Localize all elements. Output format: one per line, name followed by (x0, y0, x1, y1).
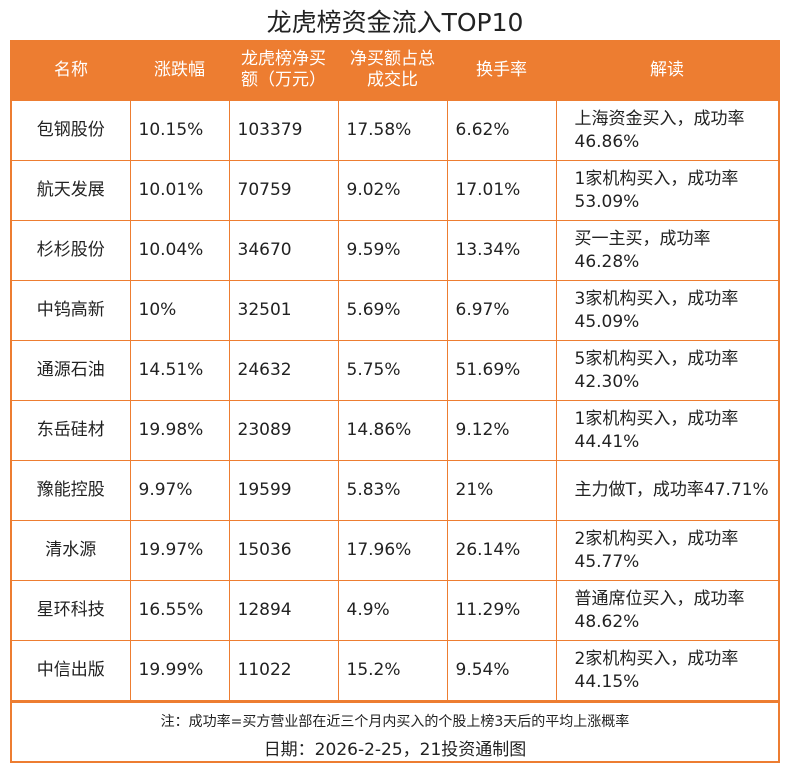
table-row: 豫能控股 9.97% 19599 5.83% 21% 主力做T，成功率47.71% (12, 460, 778, 521)
change-pct: 10.04% (129, 220, 230, 281)
turnover-rate: 11.29% (446, 580, 557, 641)
table-header: 名称 涨跌幅 龙虎榜净买额（万元） 净买额占总成交比 换手率 解读 (12, 40, 778, 101)
interpretation: 1家机构买入，成功率44.41% (555, 400, 778, 461)
change-pct: 10% (129, 280, 230, 341)
stock-name: 包钢股份 (12, 100, 131, 161)
net-buy-amount: 12894 (228, 580, 339, 641)
stock-name: 星环科技 (12, 580, 131, 641)
turnover-rate: 51.69% (446, 340, 557, 401)
data-table-container: 名称 涨跌幅 龙虎榜净买额（万元） 净买额占总成交比 换手率 解读 包钢股份 10… (10, 40, 780, 763)
turnover-rate: 6.97% (446, 280, 557, 341)
stock-name: 通源石油 (12, 340, 131, 401)
stock-name: 中钨高新 (12, 280, 131, 341)
turnover-rate: 6.62% (446, 100, 557, 161)
table-row: 包钢股份 10.15% 103379 17.58% 6.62% 上海资金买入，成功率46.… (12, 100, 778, 161)
stock-name: 豫能控股 (12, 460, 131, 521)
header-net-buy-ratio: 净买额占总成交比 (338, 40, 447, 101)
header-net-buy: 龙虎榜净买额（万元） (229, 40, 338, 101)
net-buy-ratio: 9.59% (337, 220, 448, 281)
turnover-rate: 9.12% (446, 400, 557, 461)
turnover-rate: 21% (446, 460, 557, 521)
change-pct: 16.55% (129, 580, 230, 641)
table-row: 星环科技 16.55% 12894 4.9% 11.29% 普通席位买入，成功率48.62… (12, 580, 778, 641)
net-buy-amount: 15036 (228, 520, 339, 581)
turnover-rate: 26.14% (446, 520, 557, 581)
interpretation: 2家机构买入，成功率44.15% (555, 640, 778, 701)
change-pct: 14.51% (129, 340, 230, 401)
net-buy-amount: 70759 (228, 160, 339, 221)
date-credit: 日期：2026-2-25，21投资通制图 (263, 740, 527, 760)
net-buy-ratio: 14.86% (337, 400, 448, 461)
header-turnover: 换手率 (447, 40, 556, 101)
net-buy-ratio: 15.2% (337, 640, 448, 701)
net-buy-amount: 11022 (228, 640, 339, 701)
net-buy-amount: 19599 (228, 460, 339, 521)
stock-name: 杉杉股份 (12, 220, 131, 281)
net-buy-amount: 34670 (228, 220, 339, 281)
turnover-rate: 17.01% (446, 160, 557, 221)
stock-name: 航天发展 (12, 160, 131, 221)
interpretation: 2家机构买入，成功率45.77% (555, 520, 778, 581)
change-pct: 9.97% (129, 460, 230, 521)
interpretation: 主力做T，成功率47.71% (555, 460, 778, 521)
table-row: 中钨高新 10% 32501 5.69% 6.97% 3家机构买入，成功率45.09% (12, 280, 778, 341)
net-buy-amount: 24632 (228, 340, 339, 401)
net-buy-ratio: 17.58% (337, 100, 448, 161)
net-buy-amount: 23089 (228, 400, 339, 461)
net-buy-ratio: 5.83% (337, 460, 448, 521)
page-title: 龙虎榜资金流入TOP10 (266, 8, 524, 37)
net-buy-ratio: 5.69% (337, 280, 448, 341)
header-name: 名称 (12, 40, 130, 101)
interpretation: 普通席位买入，成功率48.62% (555, 580, 778, 641)
change-pct: 19.97% (129, 520, 230, 581)
table-row: 东岳硅材 19.98% 23089 14.86% 9.12% 1家机构买入，成功率44.4… (12, 400, 778, 461)
change-pct: 10.15% (129, 100, 230, 161)
table-row: 清水源 19.97% 15036 17.96% 26.14% 2家机构买入，成功率45.7… (12, 520, 778, 581)
turnover-rate: 9.54% (446, 640, 557, 701)
stock-name: 清水源 (12, 520, 131, 581)
footer: 注：成功率=买方营业部在近三个月内买入的个股上榜3天后的平均上涨概率 日期：20… (12, 701, 778, 761)
change-pct: 19.99% (129, 640, 230, 701)
stock-name: 东岳硅材 (12, 400, 131, 461)
net-buy-ratio: 17.96% (337, 520, 448, 581)
header-interpretation: 解读 (556, 40, 778, 101)
net-buy-ratio: 5.75% (337, 340, 448, 401)
table-row: 通源石油 14.51% 24632 5.75% 51.69% 5家机构买入，成功率42.3… (12, 340, 778, 401)
change-pct: 10.01% (129, 160, 230, 221)
interpretation: 1家机构买入，成功率53.09% (555, 160, 778, 221)
table-row: 杉杉股份 10.04% 34670 9.59% 13.34% 买一主买，成功率46.28% (12, 220, 778, 281)
interpretation: 买一主买，成功率46.28% (555, 220, 778, 281)
footnote: 注：成功率=买方营业部在近三个月内买入的个股上榜3天后的平均上涨概率 (160, 714, 630, 730)
header-change: 涨跌幅 (130, 40, 229, 101)
turnover-rate: 13.34% (446, 220, 557, 281)
net-buy-ratio: 9.02% (337, 160, 448, 221)
interpretation: 5家机构买入，成功率42.30% (555, 340, 778, 401)
interpretation: 上海资金买入，成功率46.86% (555, 100, 778, 161)
change-pct: 19.98% (129, 400, 230, 461)
stock-name: 中信出版 (12, 640, 131, 701)
net-buy-amount: 32501 (228, 280, 339, 341)
interpretation: 3家机构买入，成功率45.09% (555, 280, 778, 341)
net-buy-amount: 103379 (228, 100, 339, 161)
table-row: 航天发展 10.01% 70759 9.02% 17.01% 1家机构买入，成功率53.0… (12, 160, 778, 221)
table-row: 中信出版 19.99% 11022 15.2% 9.54% 2家机构买入，成功率44.15… (12, 640, 778, 701)
net-buy-ratio: 4.9% (337, 580, 448, 641)
data-table: 名称 涨跌幅 龙虎榜净买额（万元） 净买额占总成交比 换手率 解读 包钢股份 10… (12, 40, 778, 701)
